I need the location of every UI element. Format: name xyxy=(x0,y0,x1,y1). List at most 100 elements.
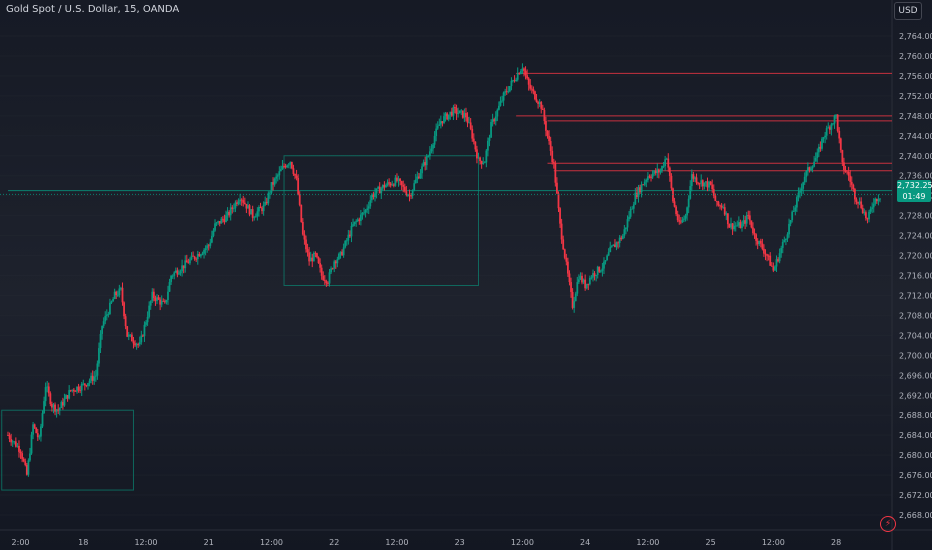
candle-body xyxy=(163,301,166,303)
candle-body xyxy=(601,268,604,271)
x-tick-label: 28 xyxy=(831,538,841,547)
candle-body xyxy=(606,255,609,261)
candle-body xyxy=(676,214,679,221)
candle-body xyxy=(69,390,72,391)
x-tick-label: 22 xyxy=(329,538,339,547)
candle-body xyxy=(725,213,728,215)
candle-body xyxy=(210,235,213,243)
candle-body xyxy=(786,234,789,239)
candle-body xyxy=(196,254,199,260)
candle-body xyxy=(821,138,823,149)
candle-body xyxy=(396,177,398,181)
candle-body xyxy=(74,391,77,392)
candle-body xyxy=(141,335,144,337)
candle-body xyxy=(107,314,110,315)
candle-body xyxy=(665,158,668,160)
candle-body xyxy=(391,184,394,186)
candle-body xyxy=(36,433,39,438)
currency-button[interactable]: USD xyxy=(894,2,922,20)
candle-body xyxy=(29,453,31,461)
candle-body xyxy=(527,78,530,85)
candle-body xyxy=(584,279,587,289)
candle-body xyxy=(742,220,745,225)
candle-body xyxy=(433,135,436,145)
candle-body xyxy=(43,401,45,414)
candle-body xyxy=(250,209,252,215)
candle-body xyxy=(576,282,579,294)
candle-body xyxy=(850,181,853,185)
candle-body xyxy=(71,389,74,391)
candle-body xyxy=(582,279,585,283)
candle-body xyxy=(493,119,496,122)
candle-body xyxy=(145,322,147,325)
candle-body xyxy=(703,182,706,187)
candle-body xyxy=(173,272,176,276)
candle-body xyxy=(526,75,529,79)
candle-body xyxy=(863,212,866,214)
candle-body xyxy=(204,248,207,251)
candle-body xyxy=(430,148,433,152)
candle-body xyxy=(620,237,623,239)
candle-body xyxy=(879,198,881,200)
candle-body xyxy=(777,259,779,262)
candle-body xyxy=(345,240,348,242)
candle-body xyxy=(138,342,141,345)
candle-body xyxy=(579,275,582,280)
y-tick-label: 2,672.000 xyxy=(899,491,932,500)
candle-body xyxy=(413,183,416,191)
candle-body xyxy=(77,386,80,391)
candle-body xyxy=(418,176,420,179)
lightning-bolt-icon[interactable]: ⚡ xyxy=(880,516,896,532)
y-tick-label: 2,716.000 xyxy=(899,272,932,281)
candle-body xyxy=(25,464,28,475)
candle-body xyxy=(275,176,278,179)
candle-body xyxy=(55,409,58,412)
y-tick-label: 2,668.000 xyxy=(899,511,932,520)
candle-body xyxy=(405,191,408,196)
candle-body xyxy=(590,277,593,279)
candle-body xyxy=(871,207,874,209)
candle-body xyxy=(766,254,768,256)
candle-body xyxy=(538,102,541,104)
candle-body xyxy=(309,257,312,262)
candle-body xyxy=(651,173,654,178)
candle-body xyxy=(187,262,190,264)
candle-body xyxy=(465,113,467,118)
candle-body xyxy=(386,182,389,186)
candle-body xyxy=(617,242,619,244)
candle-body xyxy=(711,184,714,190)
candle-body xyxy=(201,253,204,255)
candle-body xyxy=(764,253,767,255)
candle-body xyxy=(137,344,140,345)
candle-body xyxy=(287,164,290,166)
candle-body xyxy=(540,102,543,109)
candle-body xyxy=(317,257,320,264)
candle-body xyxy=(338,253,340,260)
candle-body xyxy=(714,195,717,202)
candle-body xyxy=(126,326,129,337)
candle-body xyxy=(675,206,678,215)
candle-body xyxy=(598,266,601,272)
candle-body xyxy=(198,254,201,257)
candle-body xyxy=(626,219,629,228)
candle-body xyxy=(363,212,365,214)
chart-title: Gold Spot / U.S. Dollar, 15, OANDA xyxy=(6,4,180,15)
candle-body xyxy=(485,150,488,163)
candle-body xyxy=(631,208,634,210)
candle-body xyxy=(366,208,369,211)
candle-body xyxy=(637,187,640,197)
candle-body xyxy=(367,206,370,209)
candle-body xyxy=(745,215,748,224)
candle-body xyxy=(151,291,154,302)
candle-body xyxy=(68,390,71,399)
candle-body xyxy=(628,216,630,220)
candle-body xyxy=(135,344,138,346)
candle-body xyxy=(808,167,811,171)
candle-body xyxy=(394,177,397,186)
candle-body xyxy=(759,240,762,244)
candle-body xyxy=(44,387,47,402)
candle-body xyxy=(783,240,786,243)
candle-body xyxy=(763,248,765,254)
